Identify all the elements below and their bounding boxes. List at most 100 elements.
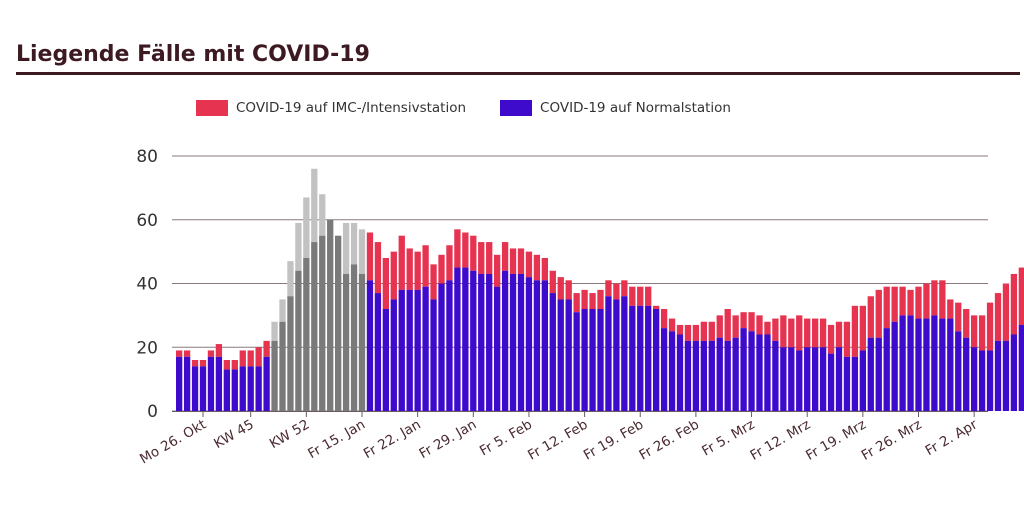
bar[interactable] [374, 242, 382, 411]
bar[interactable] [947, 299, 954, 411]
bar[interactable] [263, 340, 270, 411]
bar[interactable] [517, 248, 525, 411]
bar[interactable] [1010, 273, 1018, 411]
bar[interactable] [1018, 267, 1024, 411]
bar[interactable] [708, 321, 715, 411]
bar[interactable] [827, 324, 835, 411]
bar[interactable] [931, 280, 938, 411]
bar[interactable] [788, 318, 795, 411]
bar[interactable] [756, 315, 763, 411]
bar[interactable] [247, 350, 254, 411]
bar[interactable] [621, 280, 628, 411]
bar[interactable] [509, 248, 517, 411]
bar[interactable] [454, 229, 461, 411]
bar[interactable] [581, 289, 588, 411]
bar[interactable] [183, 350, 191, 411]
bar[interactable] [605, 280, 612, 411]
bar[interactable] [772, 318, 779, 411]
bar[interactable] [303, 197, 310, 411]
bar[interactable] [207, 350, 215, 411]
bar[interactable] [342, 222, 350, 411]
bar[interactable] [287, 261, 294, 411]
bar[interactable] [597, 289, 604, 411]
bar[interactable] [414, 251, 421, 411]
bar[interactable] [939, 280, 946, 411]
bar[interactable] [494, 254, 501, 411]
bar[interactable] [780, 315, 787, 411]
bar[interactable] [923, 283, 930, 412]
bar[interactable] [716, 315, 723, 411]
bar[interactable] [350, 222, 358, 411]
bar[interactable] [732, 315, 739, 411]
bar[interactable] [748, 312, 755, 411]
bar[interactable] [986, 302, 994, 411]
bar[interactable] [851, 305, 859, 411]
bar[interactable] [668, 318, 676, 411]
bar[interactable] [724, 309, 731, 411]
bar[interactable] [740, 312, 747, 411]
bar[interactable] [446, 245, 453, 411]
bar[interactable] [358, 229, 366, 411]
bar[interactable] [859, 305, 866, 411]
bar[interactable] [796, 315, 803, 411]
bar[interactable] [812, 318, 819, 411]
bar[interactable] [764, 321, 771, 411]
bar[interactable] [223, 360, 230, 411]
bar[interactable] [335, 235, 342, 411]
bar[interactable] [684, 324, 692, 411]
bar[interactable] [295, 222, 302, 411]
bar[interactable] [279, 299, 286, 411]
bar[interactable] [915, 286, 922, 411]
bar[interactable] [692, 324, 700, 411]
bar[interactable] [700, 321, 707, 411]
bar[interactable] [199, 360, 207, 411]
bar[interactable] [478, 242, 485, 411]
bar[interactable] [955, 302, 962, 411]
bar[interactable] [978, 315, 986, 411]
legend-item-normal[interactable]: COVID-19 auf Normalstation [500, 100, 731, 116]
bar[interactable] [311, 168, 318, 411]
bar[interactable] [327, 219, 334, 411]
bar[interactable] [907, 289, 914, 411]
bar[interactable] [462, 232, 469, 412]
bar[interactable] [589, 293, 596, 411]
bar[interactable] [438, 254, 445, 411]
bar[interactable] [255, 347, 262, 411]
bar[interactable] [557, 277, 564, 411]
bar[interactable] [398, 235, 405, 411]
bar[interactable] [541, 258, 548, 411]
bar[interactable] [501, 242, 509, 411]
bar[interactable] [613, 283, 620, 412]
bar[interactable] [867, 296, 874, 411]
bar[interactable] [899, 286, 906, 411]
bar[interactable] [525, 251, 533, 411]
bar[interactable] [637, 286, 644, 411]
bar[interactable] [176, 350, 183, 411]
bar[interactable] [470, 235, 477, 411]
bar[interactable] [215, 344, 223, 411]
bar[interactable] [1002, 283, 1010, 412]
bar[interactable] [804, 318, 811, 411]
bar[interactable] [883, 286, 890, 411]
bar[interactable] [843, 321, 851, 411]
bar[interactable] [382, 258, 389, 411]
bar[interactable] [565, 280, 572, 411]
bar[interactable] [819, 318, 827, 411]
bar[interactable] [486, 242, 493, 411]
bar[interactable] [971, 315, 978, 411]
bar[interactable] [891, 286, 898, 411]
bar[interactable] [676, 324, 684, 411]
bar[interactable] [963, 309, 970, 411]
bar[interactable] [533, 254, 541, 411]
bar[interactable] [653, 305, 660, 411]
bar[interactable] [422, 245, 429, 411]
bar[interactable] [231, 360, 238, 411]
bar[interactable] [835, 321, 843, 411]
bar[interactable] [430, 264, 437, 411]
bar[interactable] [573, 293, 580, 411]
bar[interactable] [319, 194, 326, 411]
bar[interactable] [660, 309, 668, 411]
legend-item-icu[interactable]: COVID-19 auf IMC-/Intensivstation [196, 100, 466, 116]
bar[interactable] [875, 289, 882, 411]
bar[interactable] [191, 360, 199, 411]
